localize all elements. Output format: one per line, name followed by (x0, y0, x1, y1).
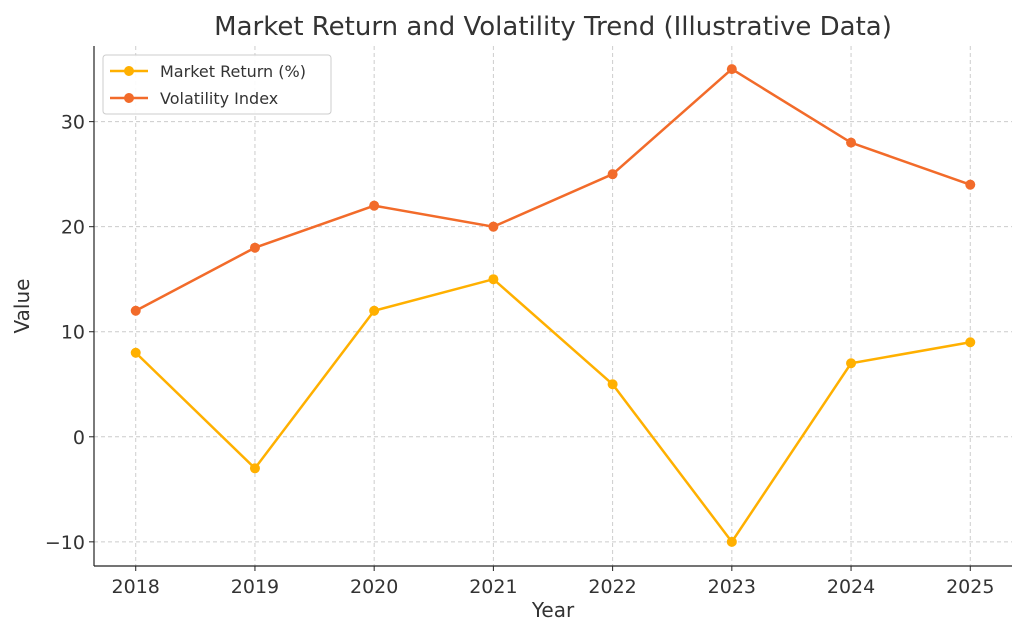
series-line-1 (135, 67, 971, 312)
legend-swatch-marker (124, 93, 134, 103)
x-tick-label: 2020 (350, 576, 398, 598)
data-point (607, 169, 618, 180)
data-point (369, 305, 380, 316)
data-point (726, 64, 737, 75)
grid (94, 46, 1012, 566)
y-tick-label: 10 (61, 322, 85, 344)
y-tick-label: 20 (61, 217, 85, 239)
data-point (965, 179, 976, 190)
series-line-0 (134, 277, 971, 544)
data-point (965, 337, 976, 348)
data-point (607, 379, 618, 390)
legend-label: Market Return (%) (160, 62, 306, 81)
series-lines (130, 64, 976, 547)
x-tick-label: 2025 (946, 576, 994, 598)
tick-labels: 2018 2019 2020 2021 2022 2023 2024 2025 −10 0 10 20… (45, 112, 995, 598)
x-axis-label: Year (531, 598, 575, 622)
legend-label: Volatility Index (160, 89, 278, 108)
y-tick-label: −10 (45, 532, 85, 554)
data-point (249, 242, 260, 253)
data-point (488, 221, 499, 232)
data-point (846, 137, 857, 148)
chart-title: Market Return and Volatility Trend (Illu… (214, 12, 892, 42)
legend: Market Return (%) Volatility Index (102, 54, 332, 115)
data-point (846, 358, 857, 369)
x-tick-label: 2024 (827, 576, 875, 598)
x-tick-label: 2023 (708, 576, 756, 598)
x-tick-label: 2021 (469, 576, 517, 598)
data-point (488, 274, 499, 285)
legend-box (102, 54, 332, 115)
legend-swatch-marker (124, 66, 134, 76)
x-tick-label: 2019 (231, 576, 279, 598)
data-point (369, 200, 380, 211)
x-tick-label: 2018 (112, 576, 160, 598)
data-point (130, 347, 141, 358)
y-tick-label: 30 (61, 112, 85, 134)
y-axis-label: Value (10, 279, 34, 334)
data-point (726, 536, 737, 547)
y-tick-label: 0 (73, 427, 85, 449)
data-point (130, 305, 141, 316)
data-point (249, 463, 260, 474)
x-tick-label: 2022 (588, 576, 636, 598)
